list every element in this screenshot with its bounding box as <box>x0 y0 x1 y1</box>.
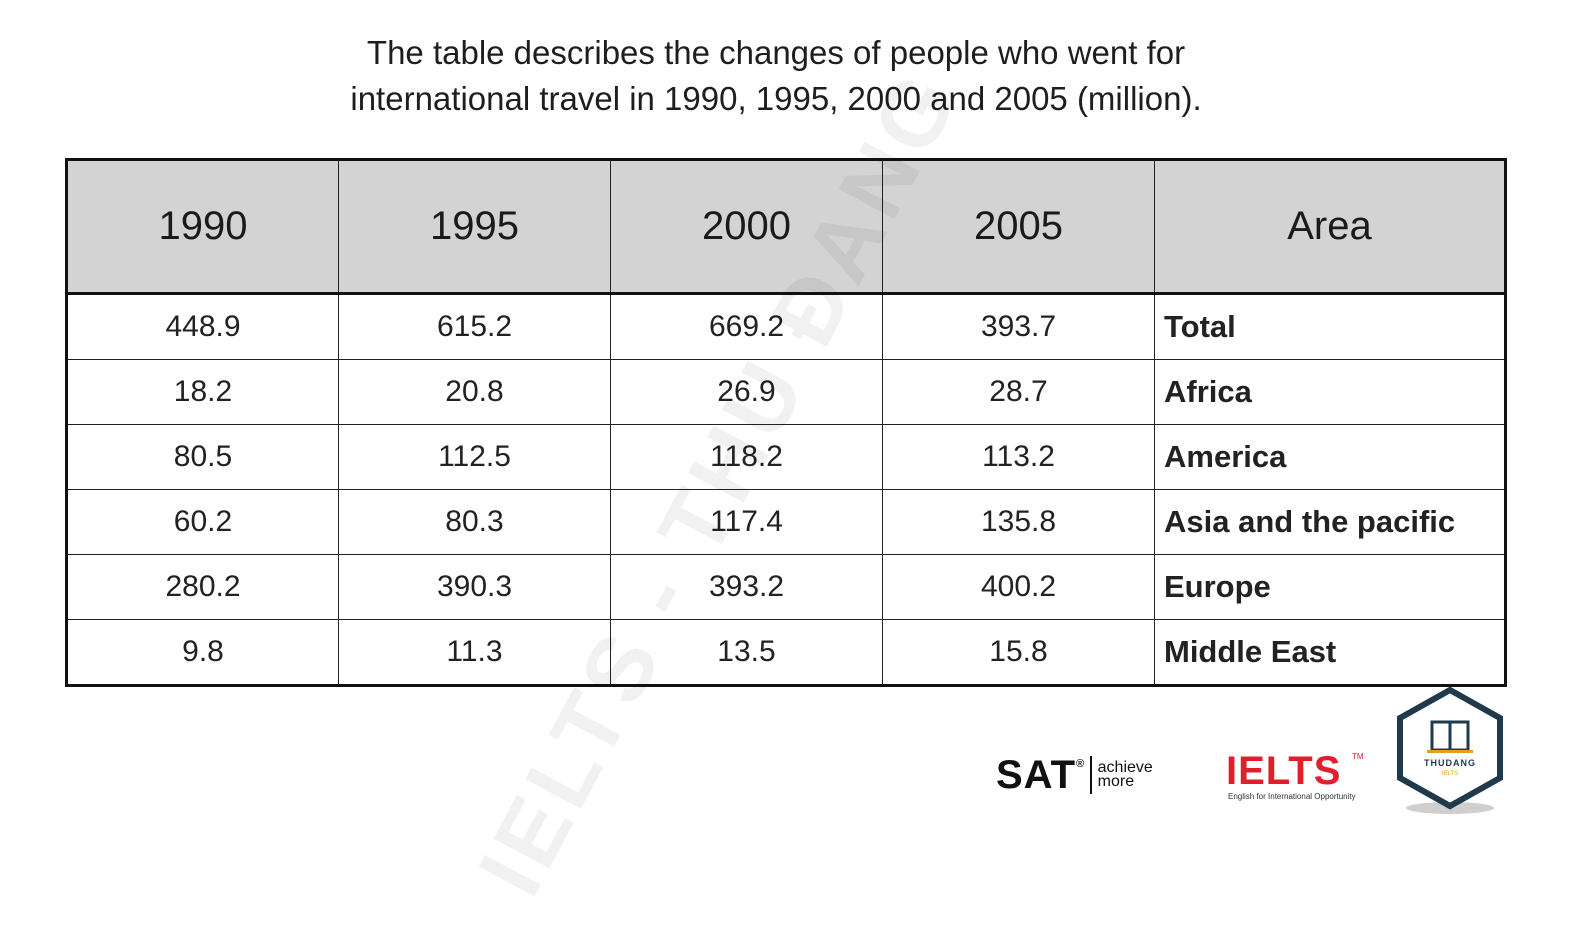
area-cell: Africa <box>1154 359 1506 425</box>
area-cell: Middle East <box>1154 619 1506 686</box>
thudang-text: THUDANG <box>1424 758 1476 768</box>
table-row: 80.5 112.5 118.2 113.2 America <box>66 424 1506 490</box>
book-base <box>1427 750 1473 753</box>
title-line-1: The table describes the changes of peopl… <box>366 34 1186 71</box>
value-cell-1995: 615.2 <box>338 293 611 360</box>
sat-logo-text: SAT <box>996 752 1077 797</box>
table-body: 448.9 615.2 669.2 393.7 Total 18.2 20.8 26.9 28.… <box>66 293 1506 686</box>
value-cell-1990: 448.9 <box>66 293 339 360</box>
area-cell: America <box>1154 424 1506 490</box>
value-cell-2000: 117.4 <box>610 489 883 555</box>
value-cell-2005: 28.7 <box>882 359 1155 425</box>
col-header-area: Area <box>1154 159 1506 295</box>
value-cell-1990: 60.2 <box>66 489 339 555</box>
value-cell-1990: 80.5 <box>66 424 339 490</box>
table-row: 448.9 615.2 669.2 393.7 Total <box>66 293 1506 360</box>
table-row: 280.2 390.3 393.2 400.2 Europe <box>66 554 1506 620</box>
ielts-logo-text: IELTS <box>1226 749 1342 793</box>
value-cell-1995: 390.3 <box>338 554 611 620</box>
value-cell-2000: 118.2 <box>610 424 883 490</box>
sat-logo: SAT ® achieve more <box>996 752 1153 798</box>
area-cell: Europe <box>1154 554 1506 620</box>
area-cell: Asia and the pacific <box>1154 489 1506 555</box>
thudang-sub: IELTS <box>1442 771 1458 777</box>
value-cell-2005: 135.8 <box>882 489 1155 555</box>
value-cell-2005: 393.7 <box>882 293 1155 360</box>
table-row: 60.2 80.3 117.4 135.8 Asia and the pacific <box>66 489 1506 555</box>
value-cell-1995: 11.3 <box>338 619 611 686</box>
table-row: 18.2 20.8 26.9 28.7 Africa <box>66 359 1506 425</box>
col-header-2005: 2005 <box>882 159 1155 295</box>
value-cell-2000: 669.2 <box>610 293 883 360</box>
value-cell-2005: 15.8 <box>882 619 1155 686</box>
ielts-trademark: TM <box>1352 752 1364 761</box>
sat-divider <box>1090 756 1092 794</box>
col-header-1995: 1995 <box>338 159 611 295</box>
ielts-subtitle: English for International Opportunity <box>1228 792 1356 801</box>
value-cell-2000: 393.2 <box>610 554 883 620</box>
value-cell-1990: 18.2 <box>66 359 339 425</box>
value-cell-1995: 80.3 <box>338 489 611 555</box>
value-cell-2000: 13.5 <box>610 619 883 686</box>
value-cell-2005: 400.2 <box>882 554 1155 620</box>
page-title: The table describes the changes of peopl… <box>0 30 1552 122</box>
value-cell-2000: 26.9 <box>610 359 883 425</box>
col-header-1990: 1990 <box>66 159 339 295</box>
sat-tagline-line-2: more <box>1097 773 1135 790</box>
col-header-2000: 2000 <box>610 159 883 295</box>
title-line-2: international travel in 1990, 1995, 2000… <box>350 80 1202 117</box>
value-cell-1995: 112.5 <box>338 424 611 490</box>
value-cell-2005: 113.2 <box>882 424 1155 490</box>
sat-registered-mark: ® <box>1076 758 1085 770</box>
travel-table: 1990 1995 2000 2005 Area 448.9 615.2 669.2… <box>65 158 1507 687</box>
value-cell-1990: 9.8 <box>66 619 339 686</box>
sat-tagline-line-1: achieve <box>1097 759 1153 776</box>
table-row: 9.8 11.3 13.5 15.8 Middle East <box>66 619 1506 686</box>
table-header-row: 1990 1995 2000 2005 Area <box>66 159 1506 295</box>
ielts-logo: IELTS TM English for International Oppor… <box>1226 749 1366 801</box>
thudang-logo: THUDANG IELTS <box>1397 686 1503 814</box>
value-cell-1995: 20.8 <box>338 359 611 425</box>
sat-tagline: achieve more <box>1097 759 1153 790</box>
value-cell-1990: 280.2 <box>66 554 339 620</box>
area-cell: Total <box>1154 293 1506 360</box>
